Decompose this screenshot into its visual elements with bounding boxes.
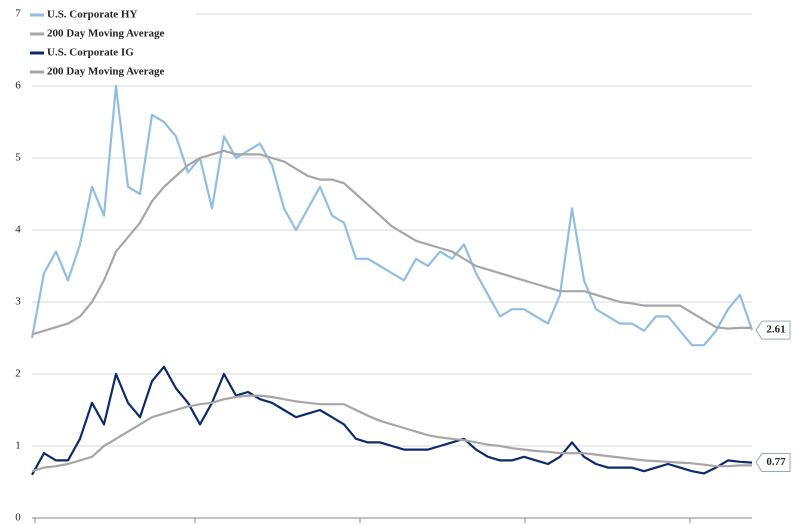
- y-tick-label: 0: [15, 512, 21, 524]
- legend-label: U.S. Corporate HY: [47, 9, 137, 21]
- value-label-box: [755, 320, 791, 340]
- y-tick-label: 2: [15, 368, 21, 380]
- legend-bg: [28, 4, 196, 82]
- series-line: [31, 394, 752, 473]
- y-tick-label: 5: [15, 152, 21, 164]
- value-label-box: [755, 453, 791, 473]
- y-tick-label: 6: [15, 80, 21, 92]
- legend-label: U.S. Corporate IG: [47, 47, 134, 59]
- legend-label: 200 Day Moving Average: [47, 28, 165, 40]
- series-line: [30, 84, 754, 347]
- legend-label: 200 Day Moving Average: [47, 66, 165, 78]
- legend: U.S. Corporate HY 200 Day Moving Average U…: [28, 4, 196, 82]
- y-tick-label: 3: [15, 296, 21, 308]
- y-tick-label: 1: [15, 440, 21, 452]
- y-tick-label: 7: [15, 8, 21, 20]
- x-axis-ticks: [34, 518, 691, 523]
- series-line: [31, 365, 753, 476]
- value-label: 2.61: [766, 324, 785, 336]
- value-label: 0.77: [766, 456, 786, 468]
- series-line: [31, 149, 752, 336]
- y-tick-label: 4: [15, 224, 21, 236]
